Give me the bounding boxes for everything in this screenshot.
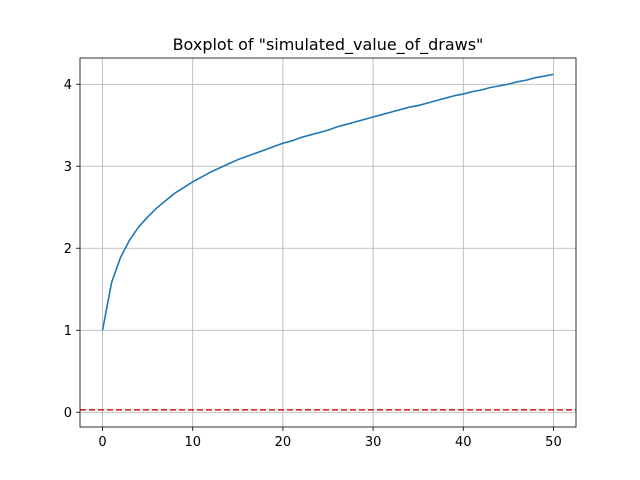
x-tick-label: 50 xyxy=(545,435,562,450)
x-tick-label: 10 xyxy=(184,435,201,450)
data-point xyxy=(453,95,455,97)
y-tick-label: 0 xyxy=(64,406,72,421)
data-point xyxy=(526,79,528,81)
data-point xyxy=(309,134,311,136)
data-point xyxy=(426,102,428,104)
grid-layer xyxy=(80,58,576,427)
data-point xyxy=(408,106,410,108)
x-tick-label: 40 xyxy=(455,435,472,450)
data-point xyxy=(138,226,140,228)
data-point xyxy=(336,126,338,128)
plot-frame xyxy=(79,57,577,428)
data-point xyxy=(327,129,329,131)
data-point xyxy=(499,85,501,87)
data-point xyxy=(345,124,347,126)
data-point xyxy=(517,81,519,83)
chart-title: Boxplot of "simulated_value_of_draws" xyxy=(173,35,484,55)
data-point xyxy=(481,89,483,91)
data-point xyxy=(372,116,374,118)
data-point xyxy=(120,256,122,258)
data-point xyxy=(129,239,131,241)
data-point xyxy=(255,152,257,154)
axis-layer: 0 10 20 30 40 50 0 1 2 3 4 xyxy=(64,78,562,450)
data-point xyxy=(183,187,185,189)
data-point xyxy=(264,149,266,151)
data-point xyxy=(210,171,212,173)
x-tick-label: 30 xyxy=(365,435,382,450)
data-point xyxy=(544,75,546,77)
data-point xyxy=(165,200,167,202)
data-point xyxy=(219,167,221,169)
data-point xyxy=(291,140,293,142)
data-point xyxy=(300,137,302,139)
data-point xyxy=(192,181,194,183)
y-tick-label: 1 xyxy=(64,324,72,339)
data-point xyxy=(318,132,320,134)
data-point xyxy=(111,282,113,284)
y-tick-label: 3 xyxy=(64,160,72,175)
data-point xyxy=(156,207,158,209)
data-point xyxy=(444,97,446,99)
series-line xyxy=(101,73,554,331)
data-point xyxy=(147,216,149,218)
x-tick-label: 0 xyxy=(98,435,106,450)
data-point xyxy=(490,87,492,89)
data-point xyxy=(363,119,365,121)
y-tick-label: 4 xyxy=(64,78,72,93)
data-point xyxy=(471,91,473,93)
data-point xyxy=(282,142,284,144)
data-point xyxy=(535,77,537,79)
data-point xyxy=(399,109,401,111)
data-point xyxy=(102,329,104,331)
data-point xyxy=(273,146,275,148)
data-point xyxy=(354,121,356,123)
data-point xyxy=(435,100,437,102)
series-layer xyxy=(101,73,555,331)
data-point xyxy=(508,83,510,85)
x-tick-label: 20 xyxy=(275,435,292,450)
y-tick-label: 2 xyxy=(64,242,72,257)
data-point xyxy=(228,163,230,165)
data-point xyxy=(462,93,464,95)
data-point xyxy=(201,176,203,178)
data-point xyxy=(381,114,383,116)
data-point xyxy=(246,156,248,158)
data-point xyxy=(390,111,392,113)
data-point xyxy=(553,74,555,76)
data-point xyxy=(174,193,176,195)
data-point xyxy=(417,105,419,107)
data-point xyxy=(237,159,239,161)
